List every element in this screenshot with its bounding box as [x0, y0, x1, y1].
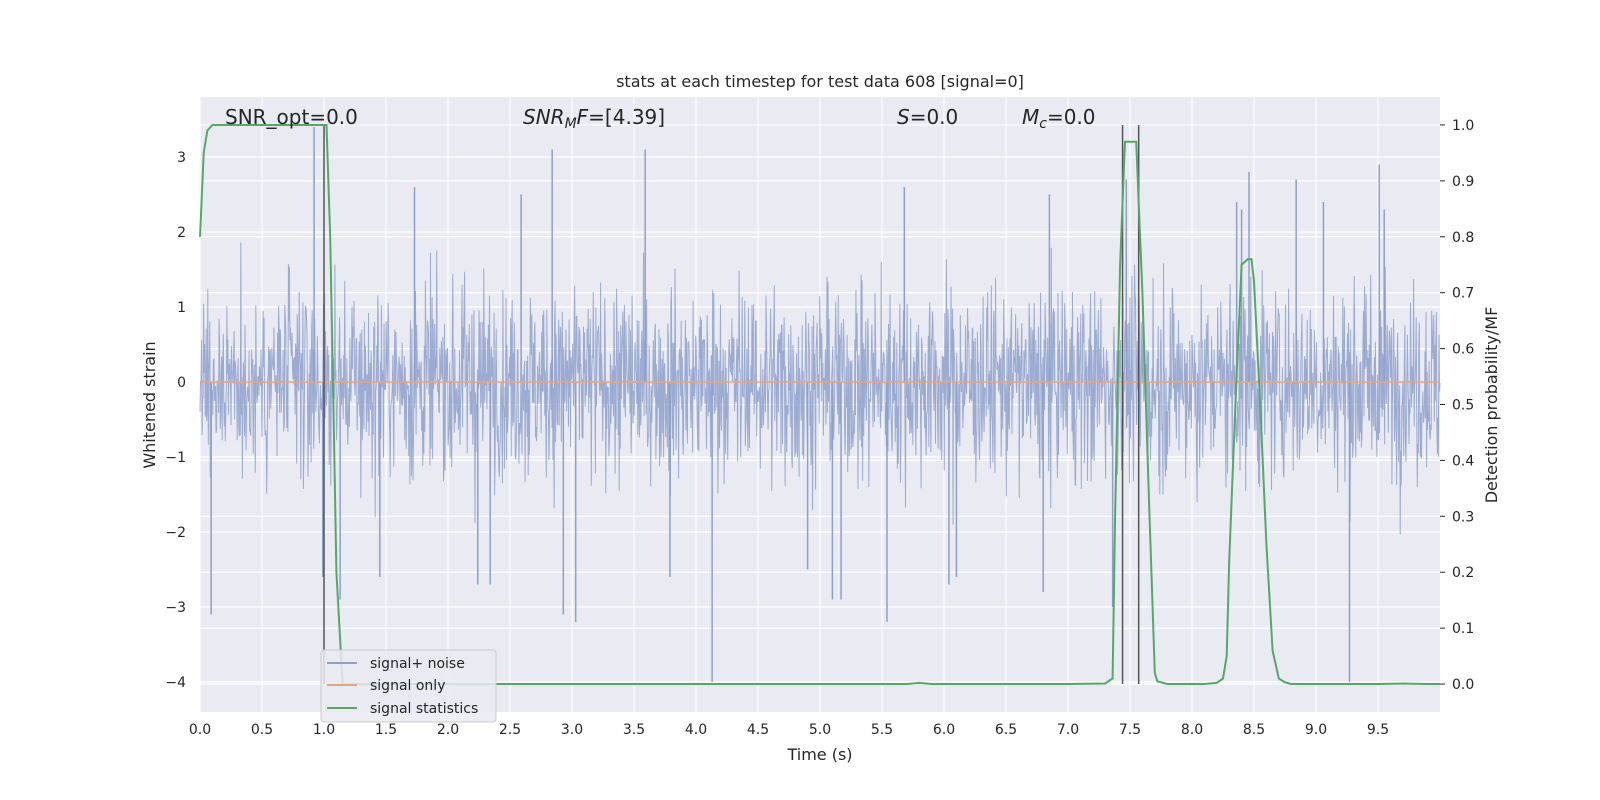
y-tick-label: 3	[177, 150, 186, 166]
y-right-tick-label: 0.8	[1452, 230, 1474, 246]
y-tick-label: 0	[177, 375, 186, 391]
x-tick-label: 7.5	[1119, 722, 1141, 738]
x-tick-label: 6.0	[933, 722, 955, 738]
x-tick-label: 6.5	[995, 722, 1017, 738]
legend: signal+ noise signal only signal statist…	[320, 649, 497, 723]
x-tick-label: 3.0	[561, 722, 583, 738]
snr-mf-value: =[4.39]	[588, 105, 665, 129]
x-tick-label: 0.0	[189, 722, 211, 738]
statistics-series	[199, 124, 1440, 685]
x-tick-label: 7.0	[1057, 722, 1079, 738]
x-tick-label: 2.0	[437, 722, 459, 738]
y-right-tick-label: 0.4	[1452, 453, 1474, 469]
legend-label-signal-noise: signal+ noise	[370, 656, 465, 672]
x-tick-label: 2.5	[499, 722, 521, 738]
legend-box	[320, 649, 497, 723]
y-right-tick-label: 0.1	[1452, 621, 1474, 637]
y-right-tick-label: 0.5	[1452, 398, 1474, 414]
snr-mf-tail: F	[577, 105, 589, 129]
mc-value: =0.0	[1047, 105, 1096, 129]
legend-label-signal-statistics: signal statistics	[370, 701, 478, 717]
x-tick-label: 4.5	[747, 722, 769, 738]
x-tick-label: 1.0	[313, 722, 335, 738]
y-tick-label: 1	[177, 300, 186, 316]
y-right-tick-label: 0.7	[1452, 286, 1474, 302]
x-tick-label: 0.5	[251, 722, 273, 738]
annotation-mc: Mc=0.0	[1022, 105, 1096, 132]
x-tick-label: 9.5	[1367, 722, 1389, 738]
x-tick-label: 8.0	[1181, 722, 1203, 738]
signal-noise-line	[199, 242, 1441, 535]
x-tick-label: 5.0	[809, 722, 831, 738]
s-value: =0.0	[910, 105, 959, 129]
x-axis-label: Time (s)	[786, 745, 852, 764]
signal-statistics-line	[199, 124, 1440, 685]
y-tick-label: −4	[165, 675, 186, 691]
mc-subscript: c	[1039, 116, 1047, 132]
x-tick-label: 4.0	[685, 722, 707, 738]
snr-mf-symbol: SNR	[523, 105, 565, 129]
y-tick-label: −1	[165, 450, 186, 466]
y-axis-right-label: Detection probability/MF	[1482, 307, 1501, 504]
snr-mf-subscript: M	[565, 116, 577, 132]
mc-symbol: M	[1022, 105, 1039, 129]
x-tick-label: 8.5	[1243, 722, 1265, 738]
y-tick-label: 2	[177, 225, 186, 241]
x-tick-label: 3.5	[623, 722, 645, 738]
annotation-snr-opt: SNR_opt=0.0	[225, 105, 358, 129]
y-right-tick-label: 0.0	[1452, 677, 1474, 693]
legend-label-signal-only: signal only	[370, 678, 445, 694]
x-tick-label: 1.5	[375, 722, 397, 738]
x-tick-label: 9.0	[1305, 722, 1327, 738]
axis-ticks: 0.0 0.5 1.0 1.5 2.0 2.5 3.0 3.5 4.0 4.5 5.0 5.5 6.0 6…	[165, 118, 1474, 738]
annotation-s: S=0.0	[897, 105, 958, 129]
y-right-tick-label: 0.2	[1452, 565, 1474, 581]
y-right-tick-label: 0.9	[1452, 174, 1474, 190]
y-right-tick-label: 1.0	[1452, 118, 1474, 134]
y-right-tick-label: 0.3	[1452, 509, 1474, 525]
x-tick-label: 5.5	[871, 722, 893, 738]
y-right-tick-label: 0.6	[1452, 342, 1474, 358]
annotation-snr-mf: SNRMF=[4.39]	[523, 105, 665, 132]
y-axis-label: Whitened strain	[140, 341, 159, 468]
chart-title: stats at each timestep for test data 608…	[616, 72, 1024, 91]
s-symbol: S	[897, 105, 910, 129]
noise-series	[199, 127, 1441, 682]
y-tick-label: −2	[165, 525, 186, 541]
y-tick-label: −3	[165, 600, 186, 616]
